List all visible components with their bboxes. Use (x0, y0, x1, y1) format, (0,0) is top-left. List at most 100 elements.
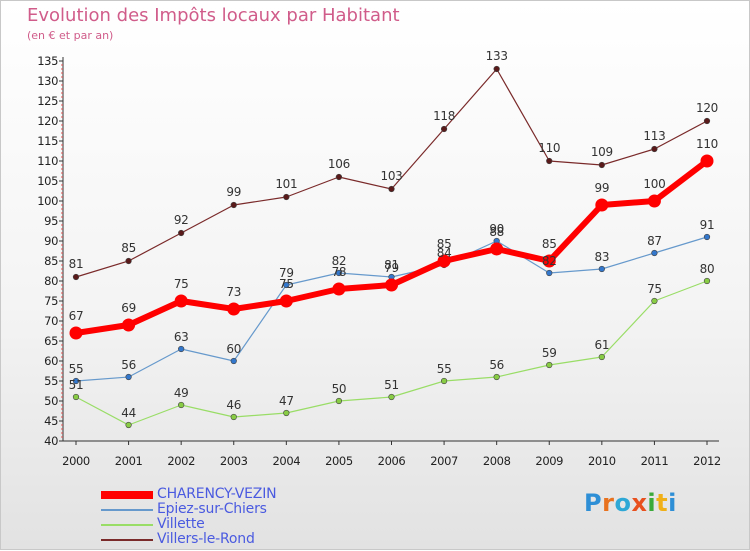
point-charency-vezin-2000 (69, 326, 83, 340)
point-charency-vezin-2003 (227, 302, 241, 316)
legend-swatch-villette (101, 524, 153, 526)
data-label-epiez-sur-chiers-2008: 90 (489, 222, 504, 236)
data-label-villers-le-rond-2012: 120 (696, 101, 718, 115)
point-villers-le-rond-2005 (335, 173, 343, 181)
data-label-villette-2002: 49 (174, 386, 189, 400)
point-epiez-sur-chiers-2012 (703, 233, 711, 241)
chart-title: Evolution des Impôts locaux par Habitant (27, 5, 400, 26)
data-label-epiez-sur-chiers-2006: 81 (384, 258, 399, 272)
data-label-villette-2009: 59 (542, 346, 557, 360)
x-tick-label-2009: 2009 (535, 454, 563, 468)
point-charency-vezin-2012 (700, 154, 714, 168)
data-label-villette-2012: 80 (700, 262, 715, 276)
point-villette-2007 (440, 377, 448, 385)
point-villette-2012 (703, 277, 711, 285)
x-tick-label-2010: 2010 (588, 454, 616, 468)
y-tick-label: 95 (44, 214, 58, 228)
data-label-epiez-sur-chiers-2010: 83 (594, 250, 609, 264)
y-tick-label: 90 (44, 234, 58, 248)
y-tick-label: 80 (44, 274, 58, 288)
data-label-charency-vezin-2007: 85 (437, 237, 452, 251)
data-label-villette-2006: 51 (384, 378, 399, 392)
data-label-epiez-sur-chiers-2004: 79 (279, 266, 294, 280)
data-label-epiez-sur-chiers-2012: 91 (700, 218, 715, 232)
y-tick-label: 45 (44, 414, 58, 428)
point-villers-le-rond-2003 (230, 201, 237, 209)
data-label-villers-le-rond-2002: 92 (174, 213, 189, 227)
point-charency-vezin-2011 (647, 194, 661, 208)
data-label-epiez-sur-chiers-2007: 84 (437, 246, 452, 260)
data-label-villers-le-rond-2009: 110 (538, 141, 560, 155)
data-label-charency-vezin-2011: 100 (643, 177, 665, 191)
data-label-charency-vezin-2001: 69 (121, 301, 136, 315)
legend-swatch-epiez-sur-chiers (101, 509, 153, 511)
data-label-villette-2005: 50 (332, 382, 347, 396)
data-label-villers-le-rond-2005: 106 (328, 157, 350, 171)
point-villers-le-rond-2001 (125, 257, 132, 265)
point-villette-2002 (178, 401, 185, 409)
point-villers-le-rond-2008 (493, 65, 500, 73)
data-label-villette-2008: 56 (489, 358, 504, 372)
x-tick-label-2011: 2011 (641, 454, 669, 468)
data-label-charency-vezin-2009: 85 (542, 237, 557, 251)
data-label-villers-le-rond-2000: 81 (69, 257, 84, 271)
data-label-villette-2011: 75 (647, 282, 662, 296)
y-tick-label: 60 (44, 354, 58, 368)
point-epiez-sur-chiers-2003 (230, 357, 237, 365)
proxiti-logo: Proxiti (584, 489, 677, 517)
point-epiez-sur-chiers-2004 (283, 281, 290, 289)
data-label-charency-vezin-2003: 73 (226, 285, 241, 299)
y-tick-label: 40 (44, 434, 58, 448)
legend-label-epiez-sur-chiers: Epiez-sur-Chiers (157, 501, 267, 517)
data-label-epiez-sur-chiers-2001: 56 (121, 358, 136, 372)
data-label-villers-le-rond-2011: 113 (643, 129, 665, 143)
y-tick-label: 85 (44, 254, 58, 268)
y-tick-label: 130 (37, 74, 58, 88)
point-villers-le-rond-2000 (72, 273, 80, 281)
point-epiez-sur-chiers-2009 (546, 269, 553, 277)
data-label-epiez-sur-chiers-2011: 87 (647, 234, 662, 248)
point-villers-le-rond-2009 (546, 157, 553, 165)
data-label-villers-le-rond-2010: 109 (591, 145, 613, 159)
point-villers-le-rond-2012 (703, 117, 711, 125)
data-label-charency-vezin-2008: 88 (489, 225, 504, 239)
legend-label-villette: Villette (157, 516, 205, 532)
y-tick-label: 105 (37, 174, 58, 188)
data-label-villers-le-rond-2007: 118 (433, 109, 455, 123)
point-villers-le-rond-2002 (178, 229, 185, 237)
x-tick-label-2001: 2001 (115, 454, 143, 468)
x-tick-label-2003: 2003 (220, 454, 248, 468)
data-label-villette-2001: 44 (121, 406, 136, 420)
y-tick-label: 120 (37, 114, 58, 128)
point-villette-2003 (230, 413, 237, 421)
point-charency-vezin-2009 (542, 254, 556, 268)
chart-subtitle: (en € et par an) (27, 29, 114, 42)
point-villers-le-rond-2011 (651, 145, 658, 153)
legend-label-villers-le-rond: Villers-le-Rond (157, 531, 255, 547)
y-tick-label: 70 (44, 314, 58, 328)
data-label-villers-le-rond-2006: 103 (380, 169, 402, 183)
y-tick-label: 125 (37, 94, 58, 108)
point-epiez-sur-chiers-2011 (651, 249, 658, 257)
data-labels-layer: 81 85 92 99 101 106 103 118 133 110 109 113 120 55 56 6… (69, 49, 719, 420)
point-villette-2008 (493, 373, 500, 381)
data-label-villette-2004: 47 (279, 394, 294, 408)
point-charency-vezin-2004 (279, 294, 293, 308)
data-label-charency-vezin-2002: 75 (174, 277, 189, 291)
point-villette-2006 (388, 393, 395, 401)
point-charency-vezin-2006 (385, 278, 398, 292)
data-label-charency-vezin-2005: 78 (332, 265, 347, 279)
x-tick-label-2005: 2005 (325, 454, 353, 468)
y-tick-label: 75 (44, 294, 58, 308)
y-tick-label: 65 (44, 334, 58, 348)
y-tick-label: 135 (37, 54, 58, 68)
data-label-villette-2010: 61 (594, 338, 609, 352)
x-tick-label-2000: 2000 (62, 454, 90, 468)
point-villette-2009 (546, 361, 553, 369)
y-tick-label: 55 (44, 374, 58, 388)
point-epiez-sur-chiers-2002 (178, 345, 185, 353)
y-tick-label: 115 (37, 134, 58, 148)
point-charency-vezin-2001 (122, 318, 136, 332)
legend-swatch-villers-le-rond (101, 539, 153, 541)
